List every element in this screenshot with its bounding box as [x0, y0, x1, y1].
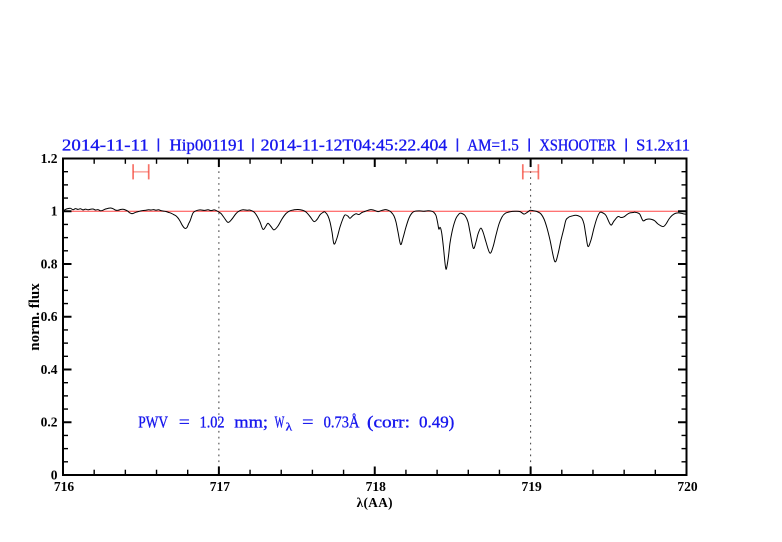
svg-text:1.2: 1.2 [41, 151, 58, 166]
svg-text:0.4: 0.4 [41, 362, 58, 377]
svg-text:2014-11-11: 2014-11-11 [62, 135, 149, 154]
svg-text:=: = [179, 413, 190, 431]
svg-text:0.73Å: 0.73Å [324, 414, 361, 432]
svg-text:0.6: 0.6 [41, 309, 58, 324]
svg-text:XSHOOTER: XSHOOTER [540, 136, 617, 154]
svg-text:717: 717 [210, 479, 231, 494]
svg-text:0.8: 0.8 [41, 256, 58, 271]
svg-text:1.02: 1.02 [200, 413, 225, 431]
svg-text:S1.2x11: S1.2x11 [636, 135, 690, 154]
svg-text:W: W [275, 413, 285, 431]
svg-text:718: 718 [366, 479, 387, 494]
svg-text:719: 719 [521, 479, 542, 494]
svg-text:(corr:: (corr: [367, 413, 410, 432]
svg-text:716: 716 [54, 479, 75, 494]
svg-text:PWV: PWV [138, 414, 168, 432]
svg-text:1: 1 [51, 204, 58, 219]
svg-text:AM=1.5: AM=1.5 [467, 137, 518, 155]
svg-text:=: = [302, 413, 313, 431]
svg-text:720: 720 [677, 479, 698, 494]
svg-text:mm;: mm; [234, 412, 268, 431]
svg-text:0.2: 0.2 [41, 415, 58, 430]
svg-text:0.49): 0.49) [419, 413, 454, 432]
svg-text:λ(AA): λ(AA) [357, 495, 393, 510]
svg-text:2014-11-12T04:45:22.404: 2014-11-12T04:45:22.404 [261, 136, 448, 155]
svg-text:norm. flux: norm. flux [27, 283, 43, 351]
svg-text:λ: λ [286, 420, 292, 433]
svg-text:Hip001191: Hip001191 [170, 135, 245, 154]
svg-text:0: 0 [51, 467, 58, 482]
